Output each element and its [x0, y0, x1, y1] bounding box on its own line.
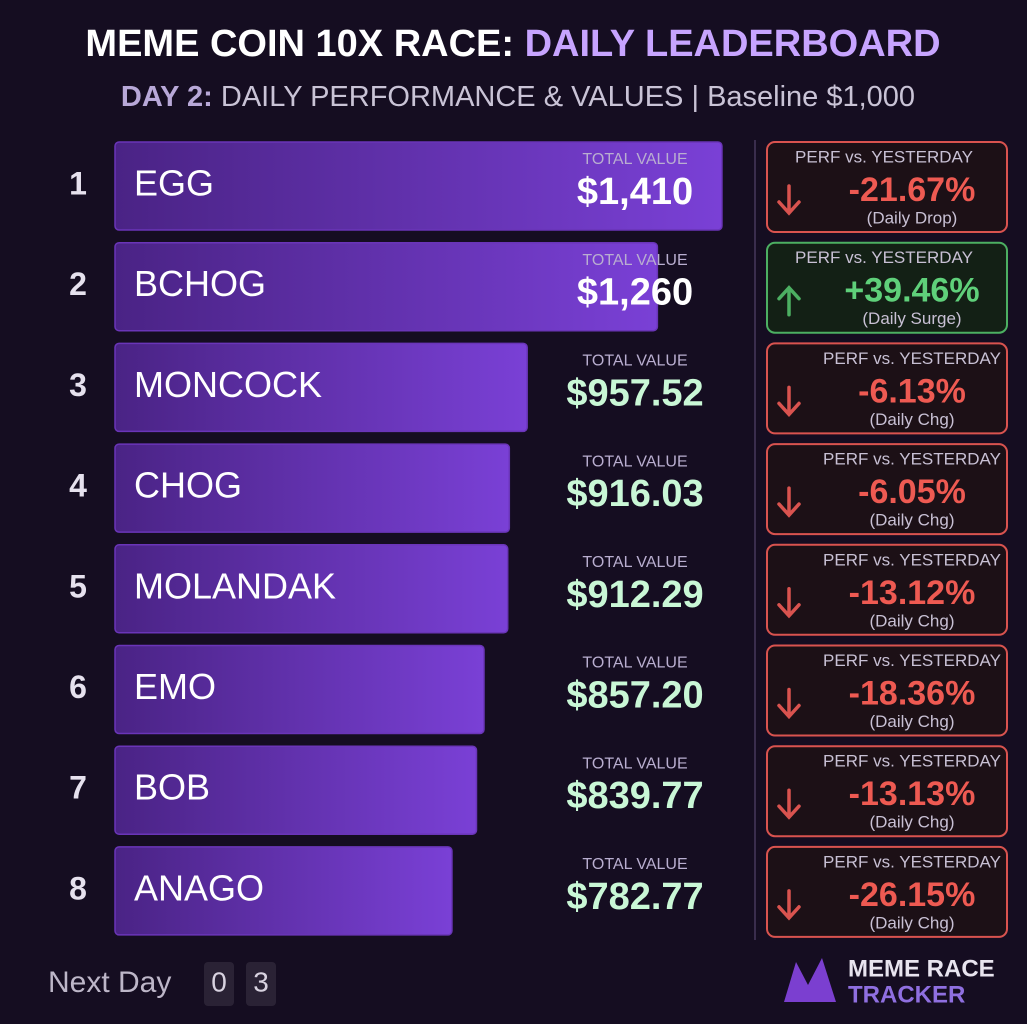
perf-arrow: [777, 587, 801, 619]
bar: [114, 846, 453, 936]
baseline: Baseline $1,000: [707, 81, 915, 113]
coin-name: MOLANDAK: [134, 565, 336, 606]
coin-name: BCHOG: [134, 263, 266, 304]
perf-label: -21.67%: [849, 171, 976, 209]
coin-name: ANAGO: [134, 867, 264, 908]
value-caption: TOTAL VALUE: [582, 353, 687, 370]
subtitle-day: DAY 2:: [121, 81, 213, 113]
perf-box: [766, 845, 1008, 938]
perf-arrow: [777, 889, 801, 921]
perf-box: [766, 241, 1008, 334]
perf-note: (Daily Chg): [869, 813, 954, 832]
value-caption: TOTAL VALUE: [582, 151, 687, 168]
perf-box: [766, 141, 1008, 233]
rank: 1: [69, 165, 87, 201]
perf-note: (Daily Chg): [869, 712, 954, 731]
perf-arrow: [777, 486, 801, 518]
perf-note: (Daily Chg): [869, 511, 954, 530]
bar: [114, 241, 659, 332]
perf-box: [766, 443, 1008, 536]
perf-box: [766, 543, 1008, 636]
value-caption: TOTAL VALUE: [582, 453, 687, 470]
title-highlight: DAILY LEADERBOARD: [525, 23, 941, 65]
perf-box: [766, 342, 1008, 435]
title: MEME COIN 10X RACE: DAILY LEADERBOARD: [85, 23, 940, 65]
rank: 8: [69, 870, 87, 906]
perf-caption: PERF vs. YESTERDAY: [823, 651, 1001, 670]
perf-caption: PERF vs. YESTERDAY: [823, 852, 1001, 871]
value-label: $1,410: [577, 171, 693, 213]
perf-note: (Daily Chg): [869, 913, 954, 932]
value-label: $916.03: [566, 473, 703, 515]
rank: 5: [69, 568, 87, 604]
digit: 0: [211, 966, 227, 997]
perf-label: -26.15%: [849, 876, 976, 914]
value-label: $957.52: [566, 372, 703, 414]
bar: [114, 745, 478, 835]
bar: [114, 544, 509, 634]
perf-arrow: [777, 687, 801, 720]
perf-caption: PERF vs. YESTERDAY: [823, 550, 1001, 569]
coin-name: EMO: [134, 666, 216, 707]
digit: 3: [253, 966, 269, 997]
rank: 4: [69, 468, 87, 504]
digit-box: [204, 962, 234, 1006]
perf-caption: PERF vs. YESTERDAY: [823, 349, 1001, 368]
perf-arrow: [777, 184, 801, 216]
value-caption: TOTAL VALUE: [582, 655, 687, 672]
brand-logo: [784, 958, 836, 1002]
value-caption: TOTAL VALUE: [582, 554, 687, 571]
perf-caption: PERF vs. YESTERDAY: [795, 147, 973, 166]
bar: [114, 443, 511, 533]
value-caption: TOTAL VALUE: [582, 856, 687, 873]
perf-arrow: [777, 285, 801, 317]
perf-label: -18.36%: [849, 674, 976, 712]
perf-label: -6.13%: [858, 372, 966, 410]
perf-note: (Daily Chg): [869, 611, 954, 630]
perf-note: (Daily Chg): [869, 410, 954, 429]
brand-line: MEME RACE: [848, 955, 995, 982]
perf-arrow: [777, 385, 801, 418]
value-caption: TOTAL VALUE: [582, 755, 687, 772]
perf-note: (Daily Drop): [867, 208, 958, 227]
rank: 6: [69, 669, 87, 705]
separator: |: [691, 81, 699, 113]
digit-box: [246, 962, 276, 1006]
perf-caption: PERF vs. YESTERDAY: [795, 248, 973, 267]
subtitle: DAY 2: DAILY PERFORMANCE & VALUES | Base…: [121, 81, 915, 113]
rank: 2: [69, 266, 87, 302]
perf-box: [766, 745, 1008, 838]
value-label: $1,260: [577, 272, 693, 314]
bar: [114, 342, 528, 433]
next-day-label: Next Day: [48, 966, 171, 999]
value-label: $857.20: [566, 675, 703, 717]
subtitle-text: DAILY PERFORMANCE & VALUES: [221, 81, 684, 113]
bar: [114, 141, 723, 231]
perf-label: -6.05%: [858, 473, 966, 511]
perf-label: -13.13%: [849, 775, 976, 813]
value-label: $839.77: [566, 775, 703, 817]
value-caption: TOTAL VALUE: [582, 252, 687, 269]
perf-caption: PERF vs. YESTERDAY: [823, 752, 1001, 771]
title-main: MEME COIN 10X RACE:: [85, 23, 514, 65]
coin-name: MONCOCK: [134, 364, 322, 405]
value-label: $782.77: [566, 876, 703, 918]
perf-arrow: [777, 788, 801, 820]
rank: 3: [69, 367, 87, 403]
perf-note: (Daily Surge): [862, 309, 961, 328]
perf-label: -13.12%: [849, 574, 976, 612]
brand-line: TRACKER: [848, 981, 965, 1008]
coin-name: BOB: [134, 767, 210, 808]
perf-caption: PERF vs. YESTERDAY: [823, 450, 1001, 469]
perf-box: [766, 644, 1008, 737]
coin-name: CHOG: [134, 465, 242, 506]
rank: 7: [69, 770, 87, 806]
perf-label: +39.46%: [844, 272, 979, 310]
value-label: $912.29: [566, 574, 703, 616]
bar: [114, 644, 485, 735]
coin-name: EGG: [134, 163, 214, 204]
